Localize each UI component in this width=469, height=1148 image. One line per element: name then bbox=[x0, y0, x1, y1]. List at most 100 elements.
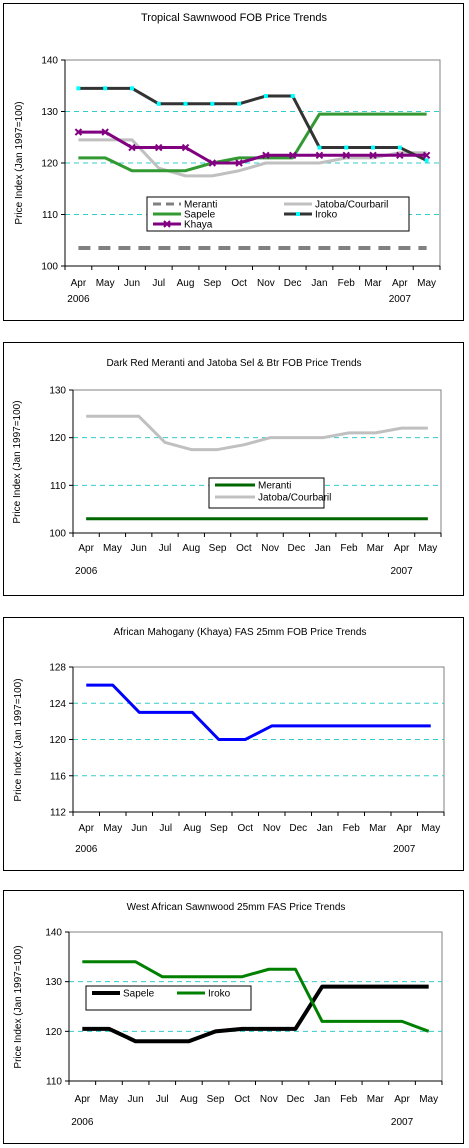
point-mark bbox=[315, 151, 324, 159]
year-label: 2006 bbox=[67, 294, 90, 305]
point-mark bbox=[208, 159, 217, 167]
x-tick-label: Feb bbox=[338, 278, 356, 289]
x-tick-label: Mar bbox=[367, 1094, 385, 1105]
point-mark bbox=[155, 143, 163, 152]
y-tick-label: 110 bbox=[46, 1077, 62, 1088]
x-tick-label: Sep bbox=[210, 823, 228, 834]
point-iroko bbox=[76, 86, 81, 91]
x-tick-label: Jul bbox=[156, 1094, 169, 1105]
chart-title: Tropical Sawnwood FOB Price Trends bbox=[141, 12, 328, 24]
x-tick-label: Mar bbox=[364, 278, 382, 289]
x-tick-label: May bbox=[421, 823, 440, 834]
x-tick-label: Mar bbox=[369, 823, 387, 834]
point-mark bbox=[74, 128, 83, 136]
series-line-iroko bbox=[78, 86, 428, 162]
plot-area bbox=[64, 59, 441, 267]
y-tick-label: 140 bbox=[41, 56, 58, 67]
point-khaya bbox=[128, 143, 136, 152]
point-iroko bbox=[317, 145, 322, 150]
point-khaya bbox=[74, 128, 83, 136]
x-tick-label: May bbox=[103, 543, 122, 554]
y-axis-label: Price Index (Jan 1997=100) bbox=[13, 678, 24, 801]
x-tick-label: Feb bbox=[343, 823, 361, 834]
legend-label-sapele: Sapele bbox=[184, 210, 216, 221]
x-tick-label: Nov bbox=[261, 543, 279, 554]
chart-panel-meranti-jatoba: Dark Red Meranti and Jatoba Sel & Btr FO… bbox=[3, 342, 464, 596]
point-khaya bbox=[101, 128, 109, 136]
x-tick-label: Nov bbox=[260, 1094, 278, 1105]
x-tick-label: Nov bbox=[257, 278, 275, 289]
point-mark bbox=[128, 143, 136, 152]
point-iroko bbox=[424, 158, 429, 163]
y-axis-label: Price Index (Jan 1997=100) bbox=[14, 101, 25, 224]
chart-title: African Mahogany (Khaya) FAS 25mm FOB Pr… bbox=[114, 627, 367, 638]
legend-label-sapele: Sapele bbox=[123, 989, 155, 1000]
point-khaya bbox=[369, 151, 377, 159]
tropical-sawnwood-chart: Tropical Sawnwood FOB Price Trends 100 110… bbox=[14, 12, 441, 305]
point-khaya bbox=[181, 143, 190, 152]
point-iroko bbox=[237, 101, 242, 106]
point-khaya bbox=[396, 151, 404, 159]
series-line-iroko bbox=[82, 960, 430, 1033]
x-tick-label: Apr bbox=[392, 278, 408, 289]
point-mark bbox=[396, 151, 404, 159]
series-line-series bbox=[86, 683, 431, 741]
point-mark bbox=[288, 151, 297, 159]
plot-area bbox=[72, 389, 442, 534]
series-line-sapele bbox=[82, 984, 429, 1044]
chart-panel-west-african-sawnwood: West African Sawnwood 25mm FAS Price Tre… bbox=[3, 890, 464, 1144]
point-iroko bbox=[397, 145, 402, 150]
x-tick-label: Aug bbox=[183, 823, 201, 834]
x-tick-label: Mar bbox=[367, 543, 385, 554]
legend-label-iroko: Iroko bbox=[315, 210, 338, 221]
x-tick-label: May bbox=[417, 278, 436, 289]
point-mark bbox=[101, 128, 109, 136]
x-tick-label: Apr bbox=[394, 1094, 410, 1105]
chart-title: Dark Red Meranti and Jatoba Sel & Btr FO… bbox=[106, 358, 361, 369]
point-mark bbox=[181, 143, 190, 152]
y-tick-label: 116 bbox=[50, 771, 66, 782]
x-tick-label: Dec bbox=[288, 543, 306, 554]
african-mahogany-chart: African Mahogany (Khaya) FAS 25mm FOB Pr… bbox=[13, 627, 445, 855]
legend: Meranti Jatoba/Courbaril Sapele Iroko Khaya bbox=[146, 196, 410, 232]
point-mark bbox=[422, 151, 431, 159]
year-label: 2007 bbox=[390, 566, 413, 577]
x-tick-label: Apr bbox=[75, 1094, 91, 1105]
x-tick-label: Oct bbox=[234, 1094, 250, 1105]
y-tick-label: 110 bbox=[42, 210, 58, 221]
y-tick-label: 100 bbox=[41, 262, 58, 273]
x-tick-label: Jun bbox=[124, 278, 140, 289]
y-tick-label: 112 bbox=[50, 808, 66, 819]
legend: Sapele Iroko bbox=[85, 985, 252, 1011]
point-khaya bbox=[155, 143, 163, 152]
series-line-jatoba-courbaril bbox=[78, 138, 427, 178]
x-tick-label: Apr bbox=[78, 543, 94, 554]
legend-box bbox=[146, 196, 410, 232]
year-label: 2007 bbox=[393, 844, 416, 855]
x-tick-label: Apr bbox=[396, 823, 412, 834]
year-label: 2006 bbox=[75, 566, 98, 577]
legend-label-jatoba-courbaril: Jatoba/Courbaril bbox=[315, 200, 388, 211]
x-tick-label: Oct bbox=[231, 278, 247, 289]
point-iroko bbox=[129, 86, 134, 91]
point-khaya bbox=[315, 151, 324, 159]
point-khaya bbox=[235, 159, 243, 167]
y-tick-label: 120 bbox=[49, 735, 66, 746]
point-iroko bbox=[344, 145, 349, 150]
point-mark bbox=[235, 159, 243, 167]
x-tick-label: Jun bbox=[128, 1094, 144, 1105]
x-tick-label: Jul bbox=[159, 543, 172, 554]
x-tick-label: Aug bbox=[180, 1094, 198, 1105]
x-tick-label: Jan bbox=[315, 543, 331, 554]
x-tick-label: Oct bbox=[237, 823, 253, 834]
year-label: 2006 bbox=[71, 1117, 94, 1128]
x-tick-label: Dec bbox=[284, 278, 302, 289]
legend-label-meranti: Meranti bbox=[258, 481, 291, 492]
point-khaya bbox=[262, 151, 270, 159]
x-tick-label: Feb bbox=[340, 543, 358, 554]
chart-title: West African Sawnwood 25mm FAS Price Tre… bbox=[127, 902, 346, 913]
legend-marker bbox=[163, 220, 171, 228]
x-tick-label: Apr bbox=[71, 278, 87, 289]
x-tick-label: Jan bbox=[311, 278, 327, 289]
point-khaya bbox=[288, 151, 297, 159]
